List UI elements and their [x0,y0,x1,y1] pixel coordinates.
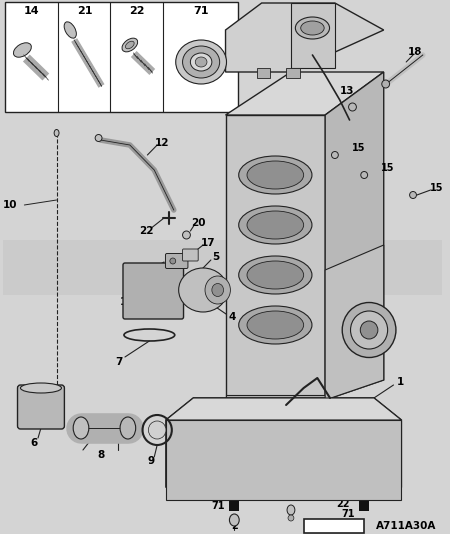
Text: 71: 71 [211,501,225,511]
Text: 6: 6 [31,438,38,448]
FancyBboxPatch shape [123,263,184,319]
Ellipse shape [382,80,390,88]
Ellipse shape [183,46,220,78]
Text: 20: 20 [191,218,206,228]
Ellipse shape [238,256,312,294]
Text: 14: 14 [120,297,134,307]
Ellipse shape [238,156,312,194]
Polygon shape [166,398,401,500]
Ellipse shape [361,171,368,178]
Bar [230,501,239,511]
Ellipse shape [14,43,32,57]
Ellipse shape [54,130,59,137]
Ellipse shape [176,40,226,84]
Text: 12: 12 [155,138,169,148]
Bar [257,68,270,78]
Ellipse shape [20,383,62,393]
Ellipse shape [95,135,102,142]
Text: 21: 21 [76,6,92,16]
FancyBboxPatch shape [18,385,64,429]
Ellipse shape [170,258,176,264]
Ellipse shape [179,268,228,312]
Text: A711A30A: A711A30A [376,521,436,531]
Polygon shape [225,72,384,115]
Text: 13: 13 [339,86,354,96]
Ellipse shape [190,53,212,71]
Polygon shape [291,3,335,68]
Bar [359,501,369,511]
Text: 11: 11 [348,403,363,413]
Text: 1: 1 [397,377,404,387]
Ellipse shape [295,17,329,39]
Text: 21: 21 [228,483,241,493]
Ellipse shape [410,192,416,199]
Ellipse shape [288,515,294,521]
Text: 15: 15 [430,183,443,193]
Bar [225,395,325,405]
Text: 4: 4 [229,312,236,322]
Polygon shape [325,245,384,400]
Ellipse shape [360,321,378,339]
Bar [166,420,401,500]
Text: 15: 15 [351,143,365,153]
Ellipse shape [148,421,166,439]
Ellipse shape [73,417,89,439]
Polygon shape [225,3,384,72]
Text: 71: 71 [341,509,355,519]
Text: 22: 22 [336,499,350,509]
Ellipse shape [122,38,138,52]
Ellipse shape [247,211,304,239]
FancyBboxPatch shape [166,254,188,269]
Text: 3: 3 [288,487,295,497]
Ellipse shape [212,284,224,296]
Ellipse shape [238,306,312,344]
Ellipse shape [351,311,387,349]
Text: 5: 5 [212,252,220,262]
Polygon shape [325,72,384,400]
Ellipse shape [238,206,312,244]
Text: 2: 2 [231,521,238,531]
Ellipse shape [230,514,239,526]
Text: 10: 10 [3,200,18,210]
Ellipse shape [183,231,190,239]
Text: 22: 22 [130,6,145,16]
Ellipse shape [247,261,304,289]
Ellipse shape [64,22,76,38]
Text: 15: 15 [381,163,394,173]
Text: 17: 17 [201,238,215,248]
Bar [5,2,238,112]
Text: 18: 18 [408,47,422,57]
Text: 71: 71 [193,6,208,16]
Ellipse shape [342,302,396,357]
Ellipse shape [126,41,134,49]
Ellipse shape [247,311,304,339]
Bar [286,68,300,78]
Ellipse shape [301,21,324,35]
FancyBboxPatch shape [183,249,198,261]
Text: 21: 21 [357,483,371,493]
Ellipse shape [195,57,207,67]
Text: 9: 9 [148,456,155,466]
Text: 05/2008: 05/2008 [310,521,358,531]
Ellipse shape [205,276,230,304]
Ellipse shape [287,505,295,515]
Text: 7: 7 [115,357,123,367]
Text: 8: 8 [97,450,104,460]
Polygon shape [225,115,325,400]
Text: 14: 14 [24,6,40,16]
Polygon shape [166,398,401,420]
Ellipse shape [349,103,356,111]
Text: 22: 22 [139,226,154,236]
Bar [304,519,364,533]
Ellipse shape [247,161,304,189]
Bar [3,240,442,295]
Text: 16: 16 [142,266,157,276]
Ellipse shape [332,152,338,159]
Ellipse shape [120,417,136,439]
